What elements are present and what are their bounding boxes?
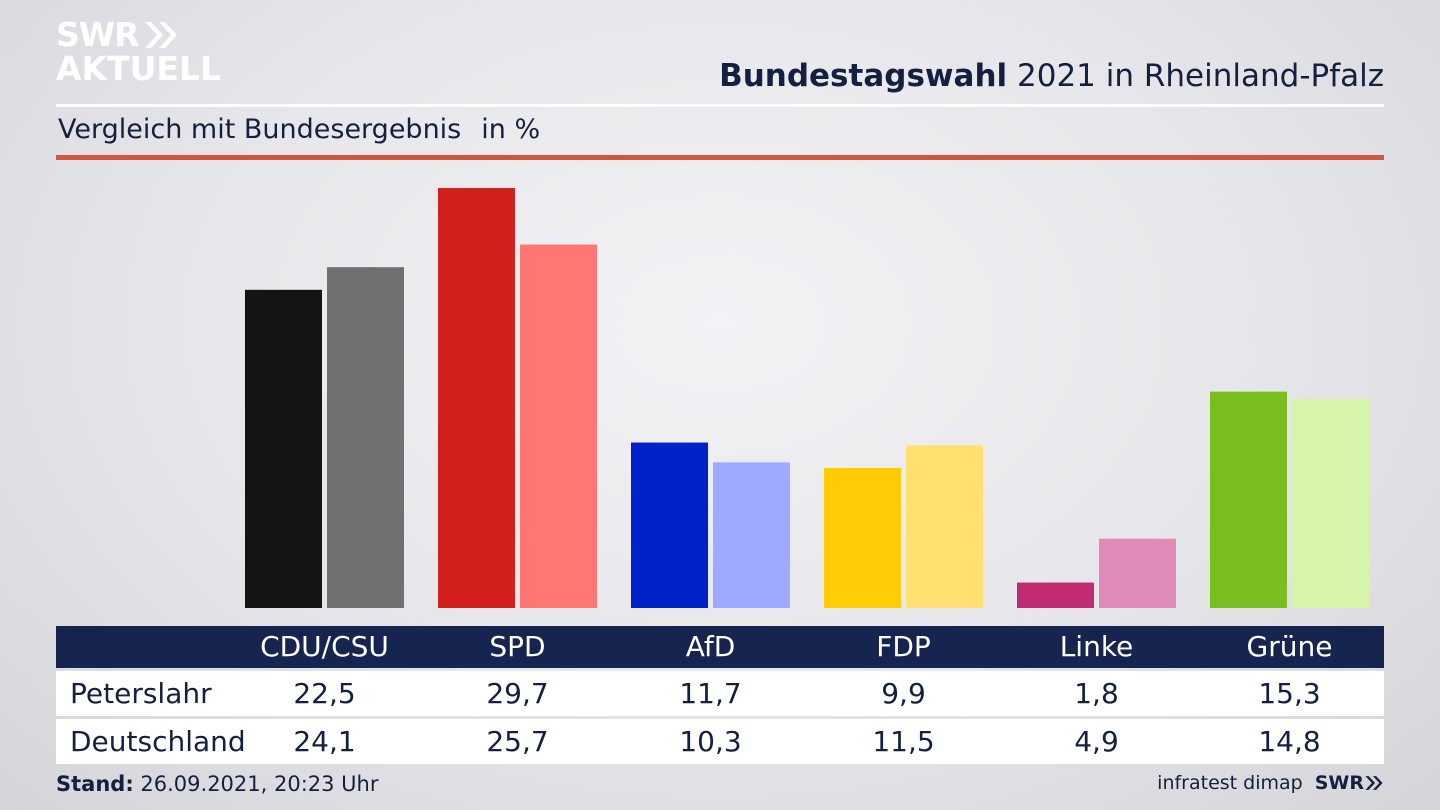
table-row-deutschland: Deutschland 24,1 25,7 10,3 11,5 4,9 14,8 (56, 719, 1384, 764)
stand-label: Stand: (56, 772, 134, 796)
bar-fdp-deutschland (906, 445, 983, 608)
double-chevron-icon (1365, 776, 1383, 790)
value-deutschland-afd: 10,3 (679, 725, 742, 758)
row-label: Deutschland (70, 725, 246, 758)
double-chevron-icon (143, 20, 179, 50)
timestamp: Stand: 26.09.2021, 20:23 Uhr (56, 772, 379, 796)
bar-afd-peterslahr (631, 442, 708, 608)
header-divider (56, 104, 1384, 107)
swr-brand: SWR (1315, 772, 1384, 794)
bar-gr-ne-peterslahr (1210, 391, 1287, 608)
value-peterslahr-afd: 11,7 (679, 677, 742, 710)
value-peterslahr-linke: 1,8 (1074, 677, 1119, 710)
bar-chart (245, 188, 1369, 608)
table-row-peterslahr: Peterslahr 22,5 29,7 11,7 9,9 1,8 15,3 (56, 671, 1384, 716)
category-label-fdp: FDP (876, 630, 931, 663)
value-peterslahr-gr-ne: 15,3 (1258, 677, 1321, 710)
category-label-afd: AfD (685, 630, 736, 663)
logo-text-swr: SWR (56, 15, 140, 54)
value-peterslahr-cdu-csu: 22,5 (293, 677, 356, 710)
category-label-linke: Linke (1059, 630, 1134, 663)
swr-aktuell-logo: SWR AKTUELL (56, 18, 221, 86)
value-peterslahr-fdp: 9,9 (881, 677, 926, 710)
value-deutschland-gr-ne: 14,8 (1258, 725, 1321, 758)
subtitle-text: Vergleich mit Bundesergebnis (58, 114, 462, 145)
bar-afd-deutschland (713, 462, 790, 608)
stand-value: 26.09.2021, 20:23 Uhr (133, 772, 379, 796)
title-strong: Bundestagswahl (719, 58, 1008, 94)
bar-gr-ne-deutschland (1292, 398, 1369, 608)
value-deutschland-cdu-csu: 24,1 (293, 725, 356, 758)
row-label: Peterslahr (70, 677, 212, 710)
category-label-gr-ne: Grüne (1246, 630, 1333, 663)
unit-label: in % (481, 114, 541, 145)
brand-text: SWR (1314, 772, 1364, 794)
bar-linke-deutschland (1099, 538, 1176, 608)
value-deutschland-linke: 4,9 (1074, 725, 1119, 758)
bar-linke-peterslahr (1017, 582, 1094, 608)
category-label-cdu-csu: CDU/CSU (260, 630, 389, 663)
value-peterslahr-spd: 29,7 (486, 677, 549, 710)
title-rest: 2021 in Rheinland-Pfalz (1007, 58, 1384, 94)
bar-fdp-peterslahr (824, 468, 901, 608)
source-text: infratest dimap (1157, 772, 1303, 794)
bar-cdu-csu-deutschland (327, 267, 404, 608)
source-credit: infratest dimap SWR (1157, 772, 1384, 794)
bar-spd-deutschland (520, 244, 597, 608)
chart-subtitle: Vergleich mit Bundesergebnis in % (58, 114, 540, 145)
accent-divider (56, 155, 1384, 160)
page-title: Bundestagswahl 2021 in Rheinland-Pfalz (719, 58, 1384, 94)
bar-cdu-csu-peterslahr (245, 289, 322, 608)
bar-spd-peterslahr (438, 188, 515, 608)
logo-text-aktuell: AKTUELL (56, 49, 222, 88)
category-label-spd: SPD (489, 630, 546, 663)
table-header: CDU/CSU SPD AfD FDP Linke Grüne (56, 626, 1384, 668)
value-deutschland-spd: 25,7 (486, 725, 549, 758)
value-deutschland-fdp: 11,5 (872, 725, 935, 758)
results-table: CDU/CSU SPD AfD FDP Linke Grüne Peterslahr 22… (56, 626, 1384, 764)
